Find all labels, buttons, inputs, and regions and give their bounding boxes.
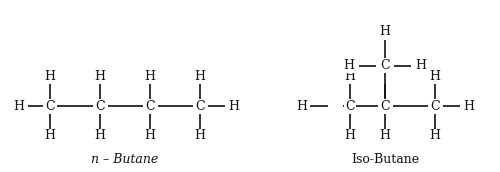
Text: C: C: [380, 59, 390, 72]
Text: H: H: [430, 71, 440, 83]
Text: H: H: [416, 59, 426, 72]
Text: C: C: [95, 100, 105, 113]
Text: H: H: [228, 100, 239, 113]
Text: C: C: [380, 100, 390, 113]
Text: C: C: [145, 100, 155, 113]
Text: H: H: [94, 130, 106, 142]
Text: H: H: [380, 130, 390, 142]
Text: C: C: [430, 100, 440, 113]
Text: H: H: [14, 100, 24, 113]
Text: H: H: [344, 71, 356, 83]
Text: C: C: [345, 100, 355, 113]
Text: H: H: [44, 130, 56, 142]
Text: H: H: [344, 59, 354, 72]
Text: C: C: [195, 100, 205, 113]
Text: Iso-Butane: Iso-Butane: [351, 153, 419, 166]
Text: H: H: [296, 100, 307, 113]
Text: H: H: [144, 71, 156, 83]
Text: H: H: [380, 25, 390, 39]
Text: H: H: [94, 71, 106, 83]
Text: H: H: [144, 130, 156, 142]
Text: H: H: [194, 71, 205, 83]
Text: H: H: [194, 130, 205, 142]
Text: C: C: [45, 100, 55, 113]
Text: H: H: [463, 100, 474, 113]
Text: H: H: [344, 130, 356, 142]
Text: H: H: [44, 71, 56, 83]
Text: H: H: [430, 130, 440, 142]
Text: n – Butane: n – Butane: [92, 153, 158, 166]
